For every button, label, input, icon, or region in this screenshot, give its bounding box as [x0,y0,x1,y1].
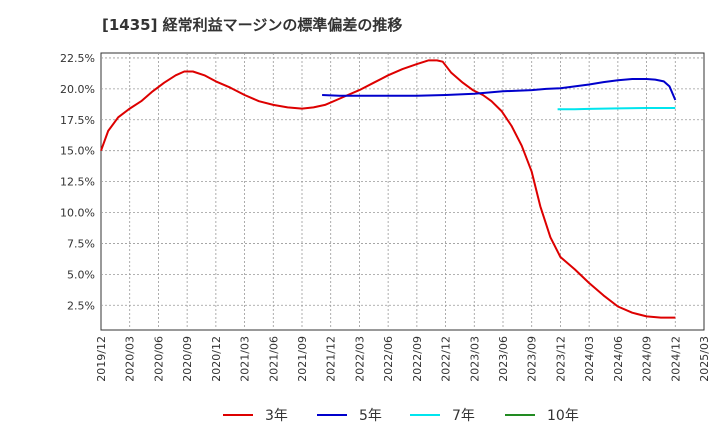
x-tick-label: 2024/06 [612,336,625,382]
x-tick-label: 2020/12 [210,336,223,382]
legend-label: 10年 [547,408,579,424]
y-tick-label: 5.0% [67,268,95,281]
x-tick-label: 2020/09 [181,336,194,382]
legend-label: 5年 [359,408,382,424]
y-tick-label: 2.5% [67,299,95,312]
x-tick-label: 2022/03 [353,336,366,382]
series-line-3年 [100,59,676,319]
series-line-7年 [557,107,676,111]
y-axis: 2.5% 5.0% 7.5% 10.0% 12.5% 15.0% 17.5% 20.0% 22.… [60,52,95,312]
x-tick-label: 2023/06 [497,336,510,382]
y-tick-label: 10.0% [60,207,95,220]
legend: 3年 5年 7年 10年 [223,408,579,424]
x-tick-label: 2021/09 [296,336,309,382]
x-tick-label: 2021/06 [267,336,280,382]
x-tick-label: 2022/09 [411,336,424,382]
x-tick-label: 2023/03 [468,336,481,382]
x-tick-label: 2020/03 [124,336,137,382]
y-tick-label: 22.5% [60,52,95,65]
y-tick-label: 12.5% [60,176,95,189]
y-tick-label: 7.5% [67,237,95,250]
x-tick-label: 2021/12 [325,336,338,382]
x-axis: 2019/12 2020/03 2020/06 2020/09 2020/12 2021/… [95,336,711,382]
x-tick-label: 2025/03 [698,336,711,382]
y-tick-label: 15.0% [60,145,95,158]
chart-title: [1435] 経常利益マージンの標準偏差の推移 [102,16,403,34]
legend-label: 3年 [265,408,288,424]
series-line-5年 [322,78,677,101]
legend-label: 7年 [452,408,475,424]
x-tick-label: 2022/06 [382,336,395,382]
x-tick-label: 2023/09 [526,336,539,382]
x-tick-label: 2019/12 [95,336,108,382]
x-tick-label: 2023/12 [554,336,567,382]
y-tick-label: 17.5% [60,114,95,127]
x-tick-label: 2020/06 [152,336,165,382]
x-tick-label: 2024/09 [641,336,654,382]
gridlines [101,53,704,330]
x-tick-label: 2024/12 [669,336,682,382]
y-tick-label: 20.0% [60,83,95,96]
x-tick-label: 2024/03 [583,336,596,382]
series-lines [100,59,677,319]
x-tick-label: 2022/12 [440,336,453,382]
x-tick-label: 2021/03 [239,336,252,382]
plot-area [100,52,705,331]
